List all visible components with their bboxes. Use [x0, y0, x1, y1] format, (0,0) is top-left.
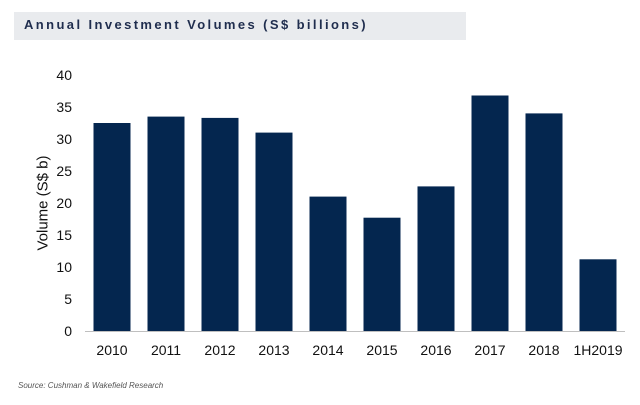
x-tick-label: 1H2019	[573, 342, 622, 358]
bar-2011	[147, 116, 185, 331]
x-tick-label: 2015	[366, 342, 397, 358]
source-note: Source: Cushman & Wakefield Research	[18, 381, 164, 390]
bar-2010	[93, 123, 131, 331]
y-tick-label: 20	[56, 195, 72, 211]
bar-2013	[255, 132, 293, 331]
y-tick-label: 15	[56, 227, 72, 243]
y-tick-label: 25	[56, 163, 72, 179]
bar-2016	[417, 186, 455, 331]
y-tick-label: 5	[64, 291, 72, 307]
x-tick-label: 2012	[204, 342, 235, 358]
bar-2015	[363, 217, 401, 331]
y-tick-label: 10	[56, 259, 72, 275]
y-axis-ticks: 0 5 10 15 20 25 30 35 40	[56, 67, 72, 339]
bar-2012	[201, 117, 239, 332]
x-tick-label: 2011	[151, 342, 181, 358]
x-tick-label: 2010	[96, 342, 127, 358]
x-axis-ticks: 2010 2011 2012 2013 2014 2015 2016 2017 2018 1H20…	[96, 342, 622, 358]
x-tick-label: 2014	[312, 342, 343, 358]
bar-2017	[471, 95, 509, 331]
bars-group	[93, 95, 617, 332]
bar-1h2019	[579, 259, 617, 331]
y-tick-label: 35	[56, 99, 72, 115]
chart-title: Annual Investment Volumes (S$ billions)	[24, 17, 369, 32]
y-tick-label: 40	[56, 67, 72, 83]
title-band	[14, 12, 466, 40]
x-tick-label: 2017	[474, 342, 505, 358]
bar-2018	[525, 113, 563, 332]
x-tick-label: 2018	[528, 342, 559, 358]
x-tick-label: 2013	[258, 342, 289, 358]
y-tick-label: 0	[64, 323, 72, 339]
y-tick-label: 30	[56, 131, 72, 147]
bar-2014	[309, 196, 347, 331]
x-tick-label: 2016	[420, 342, 451, 358]
